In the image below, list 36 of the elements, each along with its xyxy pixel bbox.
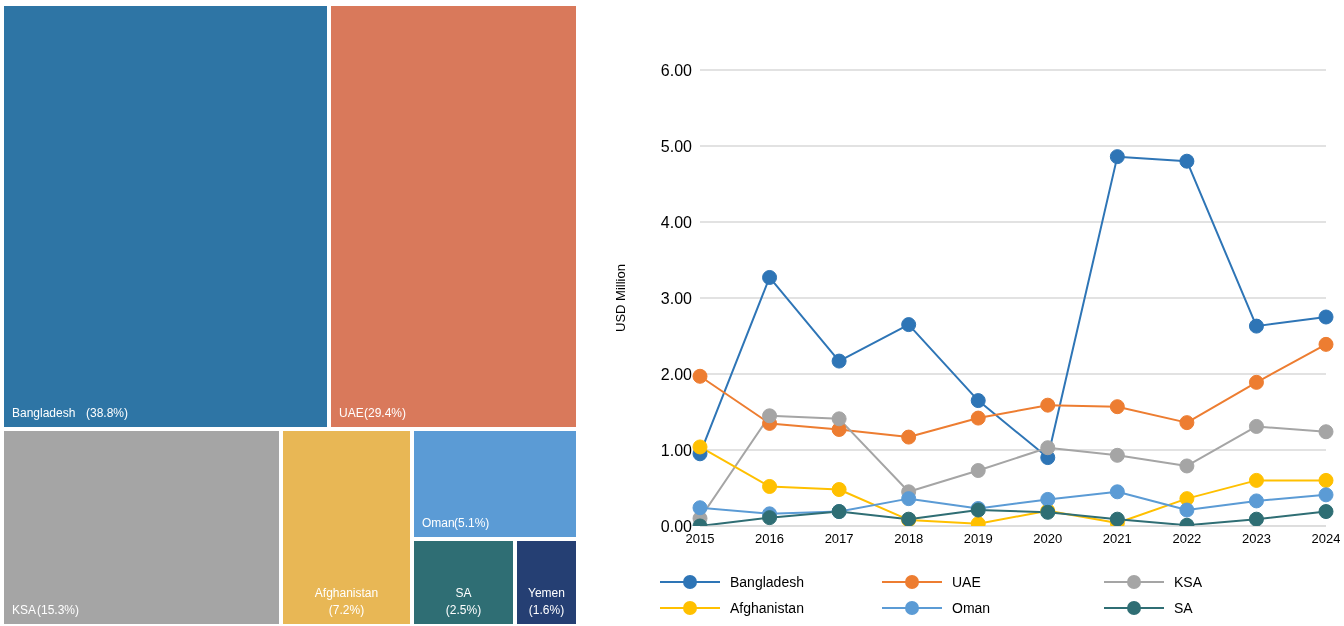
x-tick-label: 2020 <box>1033 531 1063 547</box>
legend-label: KSA <box>1174 574 1203 590</box>
y-tick-label: 5.00 <box>660 137 693 155</box>
category-label: Bangladesh <box>12 406 76 420</box>
data-label: (2.5%) <box>445 603 482 617</box>
data-label: (5.1%) <box>454 516 490 530</box>
data-label: (15.3%) <box>37 603 80 617</box>
legend-label: Oman <box>952 600 991 616</box>
data-label: (7.2%) <box>328 603 365 617</box>
category-label: Yemen <box>528 586 565 600</box>
y-axis-title: USD Million <box>612 264 628 332</box>
x-tick-label: 2016 <box>755 531 785 547</box>
data-label: (29.4%) <box>364 406 407 420</box>
x-tick-label: 2019 <box>963 531 993 547</box>
y-tick-label: 1.00 <box>660 441 693 459</box>
category-label: UAE <box>339 406 364 420</box>
category-label: SA <box>455 586 472 600</box>
data-label: (1.6%) <box>528 603 565 617</box>
legend-label: SA <box>1174 600 1193 616</box>
legend-label: Bangladesh <box>730 574 804 590</box>
category-label: Oman <box>422 516 455 530</box>
y-tick-label: 2.00 <box>660 365 693 383</box>
data-label: (38.8%) <box>86 406 129 420</box>
x-tick-label: 2017 <box>824 531 854 547</box>
x-tick-label: 2022 <box>1172 531 1202 547</box>
x-tick-label: 2021 <box>1102 531 1132 547</box>
category-label: KSA <box>12 603 37 617</box>
y-tick-label: 6.00 <box>660 61 693 79</box>
y-tick-label: 4.00 <box>660 213 693 231</box>
y-tick-label: 3.00 <box>660 289 693 307</box>
x-tick-label: 2018 <box>894 531 924 547</box>
x-tick-label: 2023 <box>1241 531 1271 547</box>
category-label: Afghanistan <box>314 586 379 600</box>
legend-label: Afghanistan <box>730 600 804 616</box>
x-tick-label: 2024 <box>1311 531 1341 547</box>
legend-label: UAE <box>952 574 981 590</box>
